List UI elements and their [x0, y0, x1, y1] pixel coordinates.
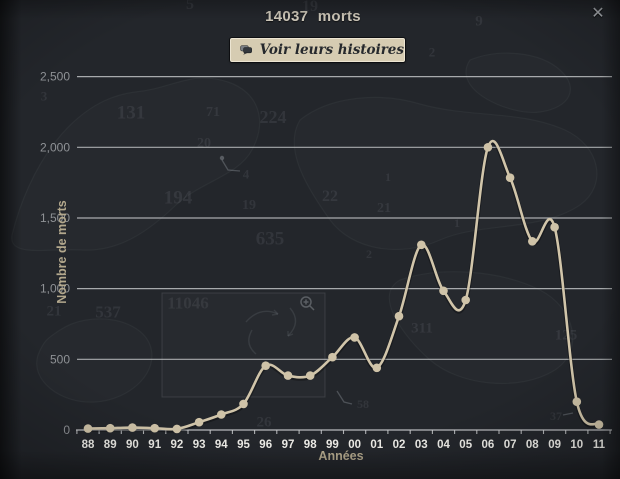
- x-tick-label: 04: [437, 439, 450, 451]
- speech-bubbles-icon: [240, 45, 252, 55]
- data-point-89[interactable]: [105, 423, 115, 433]
- data-point-95[interactable]: [239, 399, 248, 409]
- deaths-line: [87, 139, 600, 431]
- x-tick-label: 94: [215, 439, 228, 451]
- close-icon[interactable]: ✕: [591, 3, 605, 22]
- data-point-94[interactable]: [217, 410, 226, 419]
- x-tick-label: 96: [259, 439, 272, 451]
- data-point-92[interactable]: [172, 424, 182, 434]
- x-tick-label: 91: [148, 439, 161, 451]
- data-point-99[interactable]: [328, 352, 337, 362]
- x-tick-label: 90: [126, 439, 139, 451]
- data-point-02[interactable]: [394, 311, 404, 321]
- y-tick-label: 500: [50, 352, 70, 366]
- y-tick-label: 2,000: [40, 140, 70, 154]
- x-tick-label: 02: [393, 439, 406, 451]
- x-tick-label: 06: [482, 439, 495, 451]
- data-point-98[interactable]: [305, 371, 315, 380]
- data-point-05[interactable]: [461, 295, 471, 305]
- data-point-04[interactable]: [439, 286, 448, 296]
- y-axis-title: Nombre de morts: [55, 200, 69, 304]
- x-tick-label: 97: [282, 439, 295, 451]
- data-point-09[interactable]: [550, 222, 559, 232]
- x-tick-label: 05: [459, 439, 472, 451]
- data-point-96[interactable]: [261, 361, 271, 371]
- data-point-97[interactable]: [283, 371, 293, 380]
- y-tick-label: 0: [63, 423, 70, 437]
- x-tick-label: 11: [593, 439, 606, 451]
- x-tick-label: 07: [504, 439, 517, 451]
- data-point-07[interactable]: [505, 173, 515, 182]
- view-stories-button[interactable]: Voir leurs histoires: [230, 38, 405, 62]
- data-point-06[interactable]: [483, 143, 493, 152]
- data-point-03[interactable]: [417, 240, 426, 250]
- data-point-01[interactable]: [372, 363, 382, 373]
- data-point-08[interactable]: [528, 237, 537, 246]
- x-tick-label: 93: [193, 439, 206, 451]
- data-point-90[interactable]: [128, 423, 137, 432]
- x-tick-label: 89: [104, 439, 117, 451]
- data-point-91[interactable]: [150, 423, 159, 433]
- data-point-11[interactable]: [594, 420, 604, 429]
- x-tick-label: 01: [370, 439, 383, 451]
- line-shadow: [87, 140, 601, 433]
- data-point-88[interactable]: [83, 424, 93, 433]
- data-point-00[interactable]: [350, 333, 359, 342]
- x-tick-label: 88: [82, 439, 95, 451]
- x-tick-label: 10: [570, 439, 583, 451]
- x-tick-label: 98: [304, 439, 317, 451]
- x-tick-label: 09: [548, 439, 561, 451]
- x-tick-label: 08: [526, 439, 539, 451]
- x-axis-title: Années: [318, 449, 363, 463]
- x-tick-label: 95: [237, 439, 250, 451]
- y-tick-label: 2,500: [40, 70, 70, 84]
- data-point-10[interactable]: [572, 397, 582, 407]
- data-point-93[interactable]: [194, 417, 204, 427]
- x-tick-label: 03: [415, 439, 428, 451]
- view-stories-label: Voir leurs histoires: [259, 42, 404, 58]
- death-toll-title: 14037 morts: [265, 8, 361, 25]
- x-tick-label: 92: [171, 439, 184, 451]
